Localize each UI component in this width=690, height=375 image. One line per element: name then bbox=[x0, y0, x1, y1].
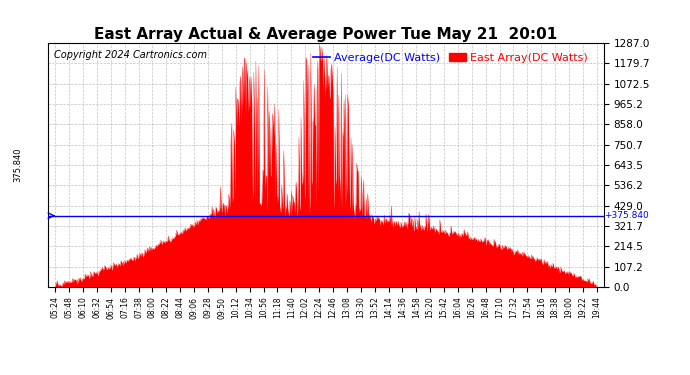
Text: +375.840: +375.840 bbox=[604, 211, 649, 220]
Title: East Array Actual & Average Power Tue May 21  20:01: East Array Actual & Average Power Tue Ma… bbox=[95, 27, 558, 42]
Legend: Average(DC Watts), East Array(DC Watts): Average(DC Watts), East Array(DC Watts) bbox=[308, 49, 593, 68]
Text: Copyright 2024 Cartronics.com: Copyright 2024 Cartronics.com bbox=[54, 51, 207, 60]
Text: 375.840: 375.840 bbox=[13, 148, 22, 182]
